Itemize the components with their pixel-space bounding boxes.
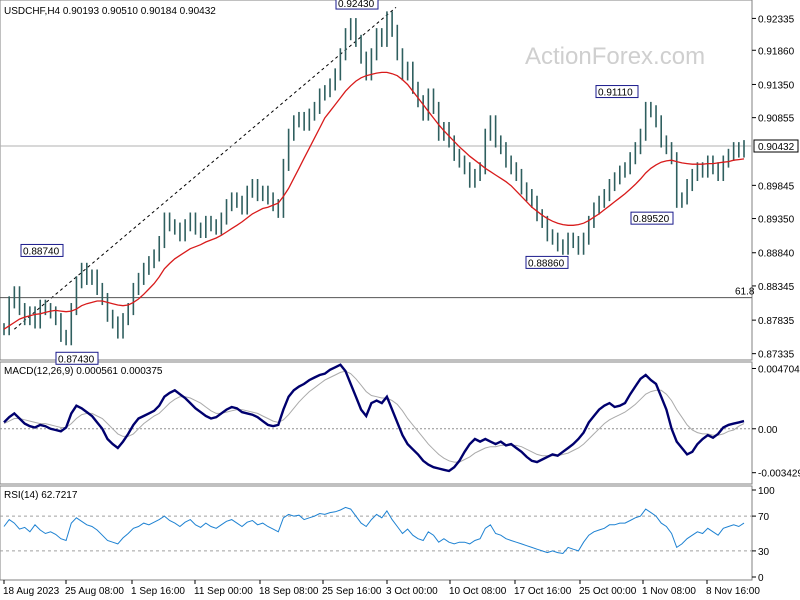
rsi-y-tick-label: 100 <box>758 486 775 497</box>
price-label-box <box>525 255 569 269</box>
price-layer: 61.8 0.92430 0.91110 0.88740 0.87430 0.88860 0… <box>0 0 755 365</box>
y-tick-label: 0.88345 <box>758 282 795 293</box>
trendline <box>14 6 397 330</box>
rsi-y-tick-label: 70 <box>758 512 770 523</box>
x-tick-label: 11 Sep 00:00 <box>194 586 253 597</box>
macd-panel-frame <box>0 361 753 485</box>
y-tick-label: 0.89845 <box>758 181 795 192</box>
rsi-y-tick-label: 0 <box>758 573 764 584</box>
price-label-box <box>630 211 674 225</box>
y-tick-label: 0.90855 <box>758 114 795 125</box>
watermark: ActionForex.com <box>525 43 705 70</box>
x-tick-label: 18 Aug 2023 <box>3 586 60 597</box>
y-tick-label: 0.88840 <box>758 249 795 260</box>
x-tick-label: 3 Oct 00:00 <box>386 586 438 597</box>
x-tick-label: 1 Sep 16:00 <box>131 586 185 597</box>
price-label-box <box>55 351 99 365</box>
rsi-panel-title: RSI(14) 62.7217 <box>4 490 78 501</box>
price-label: 0.92430 <box>338 0 375 10</box>
x-tick-label: 10 Oct 08:00 <box>449 586 507 597</box>
signal-line <box>3 370 745 463</box>
x-tick-label: 18 Sep 08:00 <box>259 586 319 597</box>
price-label-box <box>20 243 64 257</box>
x-tick-label: 17 Oct 16:00 <box>514 586 572 597</box>
macd-y-tick-label: 0.004704 <box>758 365 800 376</box>
rsi-panel-frame <box>0 485 753 581</box>
price-label-box <box>595 85 639 99</box>
x-tick-label: 25 Oct 00:00 <box>579 586 637 597</box>
y-tick-label: 0.91860 <box>758 46 795 57</box>
macd-y-tick-label: -0.003429 <box>758 469 800 480</box>
price-label: 0.89520 <box>633 214 670 225</box>
x-tick-label: 8 Nov 16:00 <box>706 586 760 597</box>
price-label: 0.88860 <box>528 258 565 269</box>
price-panel-title: USDCHF,H4 0.90193 0.90510 0.90184 0.9043… <box>4 6 216 17</box>
price-panel-frame <box>0 0 753 361</box>
fib-level-label: 61.8 <box>735 287 755 298</box>
rsi-layer <box>0 506 752 555</box>
y-tick-label: 0.91350 <box>758 80 795 91</box>
x-tick-label: 25 Sep 16:00 <box>322 586 382 597</box>
y-tick-label: 0.89350 <box>758 215 795 226</box>
moving-average-line <box>3 71 745 330</box>
macd-y-tick-label: 0.00 <box>758 425 778 436</box>
macd-layer <box>0 363 752 473</box>
macd-panel-title: MACD(12,26,9) 0.000561 0.000375 <box>4 366 163 377</box>
current-price-box <box>753 139 799 153</box>
y-tick-label: 0.87835 <box>758 316 795 327</box>
x-tick-label: 1 Nov 08:00 <box>642 586 696 597</box>
current-price-label: 0.90432 <box>758 142 795 153</box>
y-tick-label: 0.87335 <box>758 350 795 361</box>
macd-line <box>3 363 745 473</box>
y-tick-label: 0.92335 <box>758 14 795 25</box>
price-label-box <box>335 0 379 10</box>
axis-layer: 0.92335 0.91860 0.91350 0.90855 0.90432 0.898… <box>3 14 800 597</box>
price-label: 0.88740 <box>23 246 60 257</box>
rsi-y-tick-label: 30 <box>758 547 770 558</box>
x-tick-label: 25 Aug 08:00 <box>65 586 124 597</box>
price-label: 0.91110 <box>598 88 633 99</box>
rsi-line <box>3 506 745 555</box>
price-label: 0.87430 <box>58 354 95 365</box>
